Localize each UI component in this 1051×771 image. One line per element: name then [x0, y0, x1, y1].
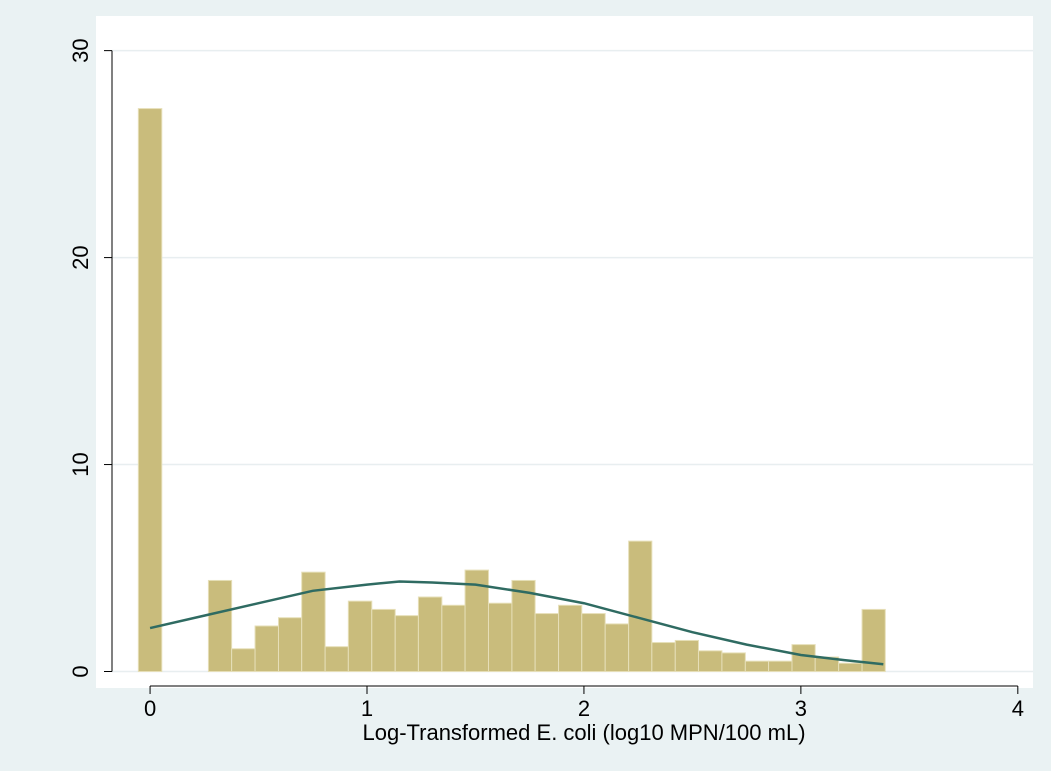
bar — [861, 608, 886, 673]
bar — [301, 571, 326, 673]
y-tick-label: 30 — [68, 38, 93, 62]
bar — [558, 604, 583, 673]
bar — [487, 602, 513, 673]
plot-area — [96, 16, 1033, 688]
y-tick-label: 20 — [68, 245, 93, 269]
density-line — [149, 580, 884, 666]
bar — [768, 660, 793, 673]
y-tick-label: 10 — [68, 452, 93, 476]
bar — [604, 623, 630, 673]
bar — [417, 596, 443, 673]
bar — [697, 650, 723, 673]
bar — [628, 540, 653, 673]
x-tick-label: 0 — [144, 696, 156, 721]
bar — [394, 615, 419, 673]
bar — [231, 648, 256, 673]
bar — [744, 660, 770, 673]
bar — [674, 639, 699, 673]
bar — [137, 108, 163, 673]
x-axis-title: Log-Transformed E. coli (log10 MPN/100 m… — [362, 720, 805, 745]
bar — [254, 625, 279, 673]
bar — [277, 617, 303, 673]
x-tick-label: 3 — [795, 696, 807, 721]
y-tick-label: 0 — [68, 665, 93, 677]
bar — [721, 652, 746, 673]
bar — [791, 644, 816, 673]
bar — [371, 608, 396, 673]
bar — [347, 600, 373, 673]
bar — [651, 642, 676, 673]
x-tick-label: 2 — [578, 696, 590, 721]
bar — [838, 662, 863, 673]
x-tick-label: 4 — [1012, 696, 1024, 721]
bar — [534, 613, 560, 673]
x-tick-label: 1 — [361, 696, 373, 721]
bar — [581, 613, 606, 673]
bar — [441, 604, 466, 673]
bar — [324, 646, 349, 673]
bar — [207, 579, 233, 673]
